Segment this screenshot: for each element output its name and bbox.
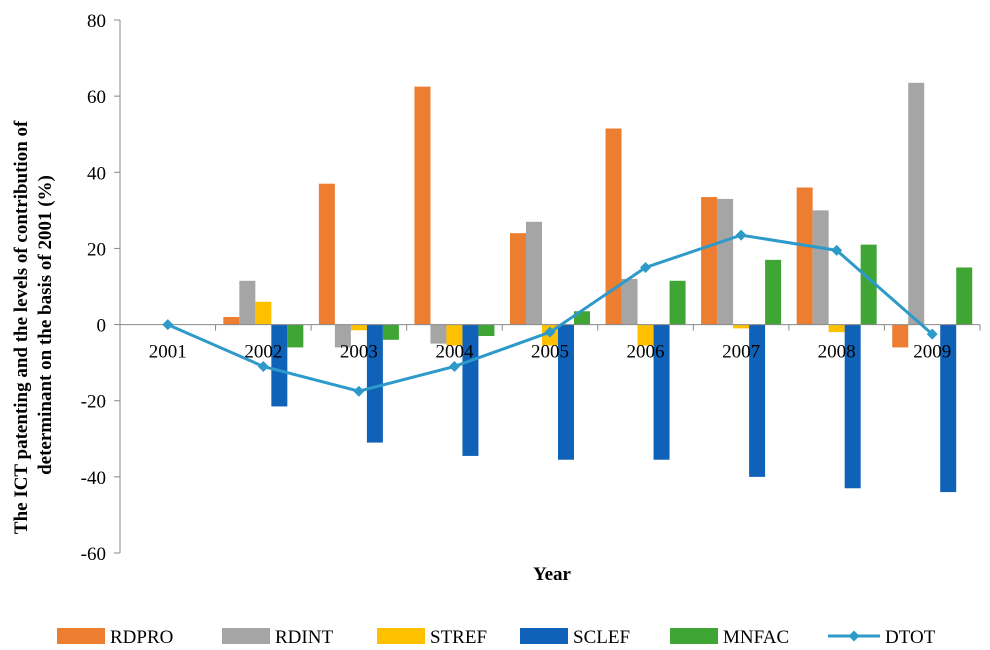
point-dtot (257, 360, 269, 372)
legend-swatch-rdint (222, 628, 270, 644)
legend-swatch-stref (377, 628, 425, 644)
point-dtot (926, 328, 938, 340)
bar-stref (350, 324, 367, 331)
bar-rdint (334, 324, 351, 348)
x-axis-title: Year (533, 564, 572, 585)
bar-rdpro (510, 233, 526, 325)
x-tick-label: 2009 (913, 342, 951, 363)
bar-rdpro (796, 187, 813, 325)
bar-rdpro (318, 183, 335, 325)
y-axis-title: The ICT patenting and the levels of cont… (11, 116, 56, 534)
bar-sclef (844, 324, 861, 489)
y-tick-label: -60 (81, 544, 106, 565)
y-tick-label: 20 (87, 239, 106, 260)
y-tick-label: 0 (97, 316, 107, 337)
bar-rdpro (223, 316, 240, 325)
bar-mnfac (287, 324, 304, 348)
bars (223, 82, 973, 493)
bar-rdpro (701, 197, 718, 325)
legend-label-rdint: RDINT (275, 627, 333, 648)
bar-mnfac (860, 244, 877, 325)
legend-label-rdpro: RDPRO (110, 627, 173, 648)
bar-stref (446, 324, 463, 346)
y-tick-label: -20 (81, 392, 106, 413)
bar-rdint (526, 221, 542, 325)
bar-sclef (462, 324, 479, 456)
point-dtot (162, 319, 174, 331)
bar-rdpro (605, 128, 622, 325)
legend-marker-dtot (848, 630, 860, 642)
bar-rdint (430, 324, 447, 344)
legend-label-dtot: DTOT (885, 627, 936, 648)
bar-sclef (940, 324, 957, 493)
point-dtot (544, 326, 556, 338)
bar-rdint (908, 82, 925, 325)
bar-mnfac (669, 280, 686, 325)
y-tick-label: 40 (87, 163, 106, 184)
bar-rdpro (414, 86, 431, 325)
point-dtot (448, 360, 460, 372)
legend-label-stref: STREF (430, 627, 487, 648)
x-tick-label: 2005 (531, 342, 569, 363)
x-tick-label: 2004 (435, 342, 474, 363)
bar-rdint (621, 278, 638, 325)
bar-rdpro (892, 324, 909, 348)
point-dtot (640, 261, 652, 273)
y-tick-label: 80 (87, 11, 106, 32)
bar-mnfac (382, 324, 399, 340)
y-tick-label: -40 (81, 468, 106, 489)
point-dtot (735, 229, 747, 241)
point-dtot (353, 385, 365, 397)
bar-sclef (271, 324, 288, 407)
y-axis-ticks: -60 -40 -20 0 20 40 60 80 (81, 11, 120, 565)
y-axis-title-line-1: The ICT patenting and the levels of cont… (11, 120, 32, 534)
y-tick-label: 60 (87, 87, 106, 108)
legend-label-mnfac: MNFAC (723, 627, 789, 648)
bar-sclef (653, 324, 670, 460)
legend-swatch-rdpro (57, 628, 105, 644)
point-dtot (831, 244, 843, 256)
legend-label-sclef: SCLEF (573, 627, 630, 648)
bar-sclef (558, 324, 574, 460)
bar-stref (255, 301, 272, 325)
bar-mnfac (765, 259, 782, 325)
bar-sclef (366, 324, 383, 443)
x-tick-label: 2007 (722, 342, 760, 363)
x-tick-label: 2001 (149, 342, 187, 363)
bar-sclef (749, 324, 766, 477)
bar-rdint (717, 198, 734, 325)
y-axis-title-line-2: determinant on the basis of 2001 (%) (35, 175, 56, 475)
x-tick-label: 2003 (340, 342, 378, 363)
x-axis-ticks: 2001 2002 2003 2004 2005 2006 2007 2008 2009 (119, 324, 981, 363)
legend: RDPRO RDINT STREF SCLEF MNFAC DTOT (57, 627, 936, 648)
x-tick-label: 2002 (244, 342, 282, 363)
legend-swatch-mnfac (670, 628, 718, 644)
x-tick-label: 2008 (818, 342, 856, 363)
bar-mnfac (956, 267, 973, 325)
bar-rdint (239, 280, 256, 325)
dtot-line-series (162, 229, 938, 397)
x-tick-label: 2006 (627, 342, 665, 363)
bar-stref (733, 324, 750, 329)
bar-mnfac (478, 324, 495, 336)
bar-rdint (812, 210, 829, 325)
bar-stref (637, 324, 654, 346)
bar-stref (828, 324, 845, 333)
legend-swatch-sclef (520, 628, 568, 644)
